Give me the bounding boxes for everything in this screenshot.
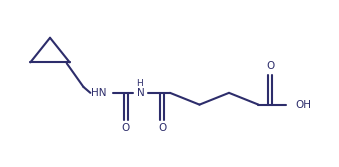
Text: HN: HN xyxy=(91,88,107,98)
Text: OH: OH xyxy=(296,100,312,110)
Text: O: O xyxy=(122,123,130,133)
Text: N: N xyxy=(137,88,144,98)
Text: O: O xyxy=(266,61,274,71)
Text: O: O xyxy=(158,123,166,133)
Text: H: H xyxy=(137,78,143,88)
